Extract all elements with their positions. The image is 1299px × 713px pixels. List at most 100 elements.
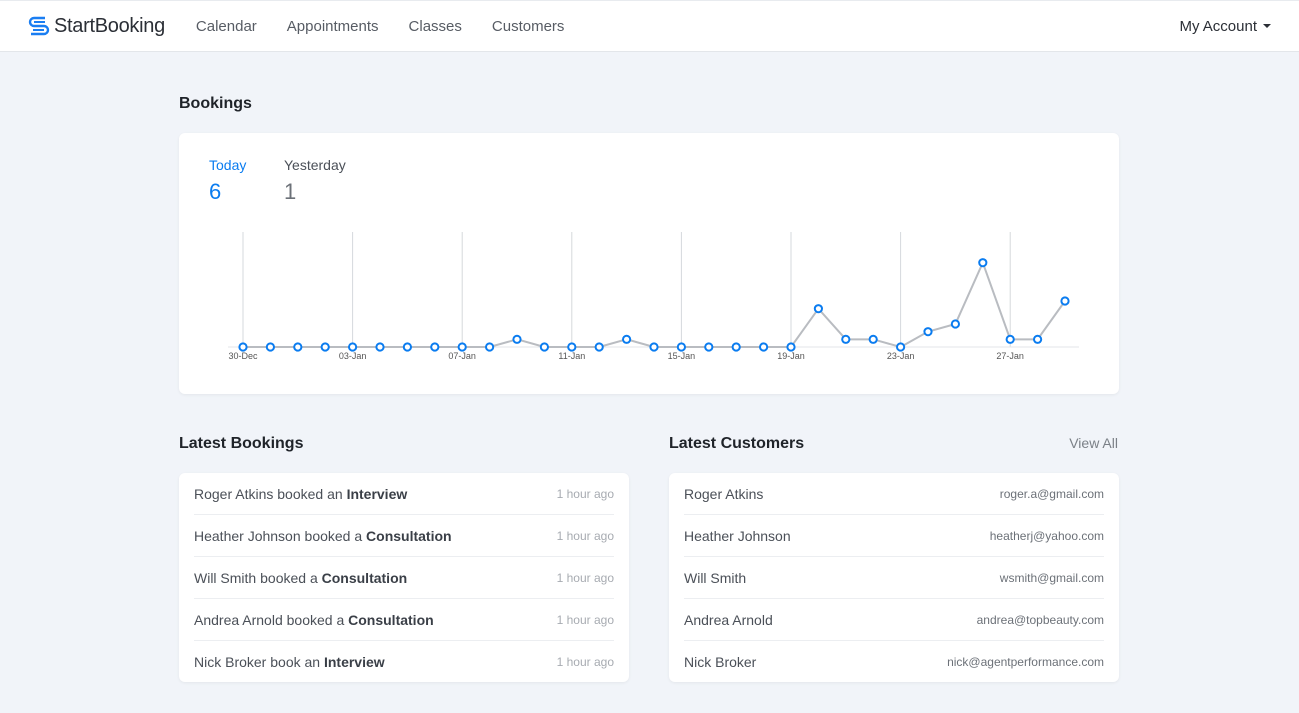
latest-customers-title: Latest Customers [669,435,805,452]
data-point [539,342,549,352]
brand-logo[interactable]: StartBooking [28,15,165,38]
data-point [238,342,248,352]
data-point [1005,334,1015,344]
bookings-title: Bookings [179,95,252,112]
customer-email: heatherj@yahoo.com [989,528,1104,543]
booking-time: 1 hour ago [556,612,614,627]
customer-name: Andrea Arnold [684,611,773,628]
booking-row[interactable]: Heather Johnson booked a Consultation 1 h… [194,515,614,557]
data-point [978,258,988,268]
data-point [457,342,467,352]
customer-row[interactable]: Andrea Arnold andrea@topbeauty.com [684,599,1104,641]
booking-customer: Nick Broker [194,654,267,670]
data-point [1060,296,1070,306]
x-tick-label: 30-Dec [228,351,258,361]
x-tick-label: 23-Jan [887,351,915,361]
stat-today[interactable]: Today 6 [209,157,246,205]
x-tick-label: 15-Jan [668,351,696,361]
customer-row[interactable]: Roger Atkins roger.a@gmail.com [684,473,1104,515]
booking-text: Will Smith booked a Consultation [194,570,407,586]
x-tick-label: 03-Jan [339,351,367,361]
data-point [265,342,276,352]
booking-time: 1 hour ago [556,486,614,501]
booking-row[interactable]: Will Smith booked a Consultation 1 hour a… [194,557,614,599]
nav-appointments[interactable]: Appointments [286,17,379,35]
stat-yesterday[interactable]: Yesterday 1 [284,157,346,205]
data-point [1033,334,1043,344]
customer-row[interactable]: Heather Johnson heatherj@yahoo.com [684,515,1104,557]
data-point [375,342,385,352]
customer-email: andrea@topbeauty.com [976,612,1104,627]
yesterday-label: Yesterday [284,157,346,173]
yesterday-value: 1 [284,179,297,204]
booking-verb: book an [270,654,321,670]
data-point [348,342,358,352]
x-tick-label: 07-Jan [448,351,476,361]
customer-name: Heather Johnson [684,527,791,544]
bookings-chart: 30-Dec 03-Jan 07-Jan 11-Jan 15-Jan 19-Jan 23-J… [228,232,1079,361]
customer-email: roger.a@gmail.com [999,486,1104,501]
data-point [622,334,632,344]
customer-name: Will Smith [684,569,747,586]
nav-customers[interactable]: Customers [491,17,565,35]
booking-customer: Heather Johnson [194,527,301,544]
customer-email: wsmith@gmail.com [999,570,1104,585]
today-value: 6 [209,179,222,204]
booking-text: Roger Atkins booked an Interview [194,486,407,502]
latest-customers-list: Roger Atkins roger.a@gmail.com Heather Joh… [669,473,1119,682]
nav-calendar[interactable]: Calendar [195,17,257,35]
booking-service: Consultation [321,569,408,586]
booking-row[interactable]: Roger Atkins booked an Interview 1 hour a… [194,473,614,515]
booking-verb: booked an [277,485,343,502]
top-nav: StartBooking Calendar Appointments Class… [0,0,1299,52]
x-tick-label: 11-Jan [558,351,585,361]
data-point [485,342,495,352]
booking-time: 1 hour ago [556,528,614,543]
booking-service: Consultation [366,527,452,544]
bookings-card: 30-Dec 03-Jan 07-Jan 11-Jan 15-Jan 19-Jan 23-J… [179,133,1119,394]
logo-icon [28,16,50,36]
data-point [567,342,577,352]
booking-text: Andrea Arnold booked a Consultation [194,612,434,628]
booking-verb: booked a [260,569,318,586]
booking-row[interactable]: Andrea Arnold booked a Consultation 1 hou… [194,599,614,641]
caret-down-icon [1263,24,1271,28]
booking-verb: booked a [286,611,345,628]
data-point [402,342,412,352]
data-point [841,334,851,344]
booking-customer: Roger Atkins [194,485,274,502]
x-tick-label: 19-Jan [777,351,805,361]
data-point [786,342,796,352]
data-point [923,327,933,337]
view-all-link[interactable]: View All [1069,435,1118,451]
booking-time: 1 hour ago [556,570,614,585]
my-account-menu[interactable]: My Account [1179,18,1271,35]
data-point [649,342,659,352]
data-point [293,342,303,352]
data-point [594,342,604,352]
data-point [759,342,769,352]
data-point [896,342,906,352]
today-label: Today [209,157,247,173]
account-label: My Account [1179,17,1257,35]
booking-customer: Will Smith [194,569,257,586]
customer-row[interactable]: Nick Broker nick@agentperformance.com [684,641,1104,683]
booking-verb: booked a [304,527,363,544]
brand-name: StartBooking [54,14,165,37]
data-point [430,342,440,352]
data-point [731,342,741,352]
booking-text: Nick Broker book an Interview [194,654,385,670]
x-tick-label: 27-Jan [996,351,1024,361]
customer-row[interactable]: Will Smith wsmith@gmail.com [684,557,1104,599]
booking-service: Consultation [348,611,434,628]
booking-customer: Andrea Arnold [194,611,283,628]
data-point [704,342,714,352]
data-point [813,304,824,314]
booking-time: 1 hour ago [556,655,614,669]
customer-name: Nick Broker [684,654,757,670]
booking-row[interactable]: Nick Broker book an Interview 1 hour ago [194,641,614,683]
booking-text: Heather Johnson booked a Consultation [194,528,452,544]
booking-service: Interview [323,654,385,670]
nav-classes[interactable]: Classes [408,17,462,35]
data-point [320,342,330,352]
